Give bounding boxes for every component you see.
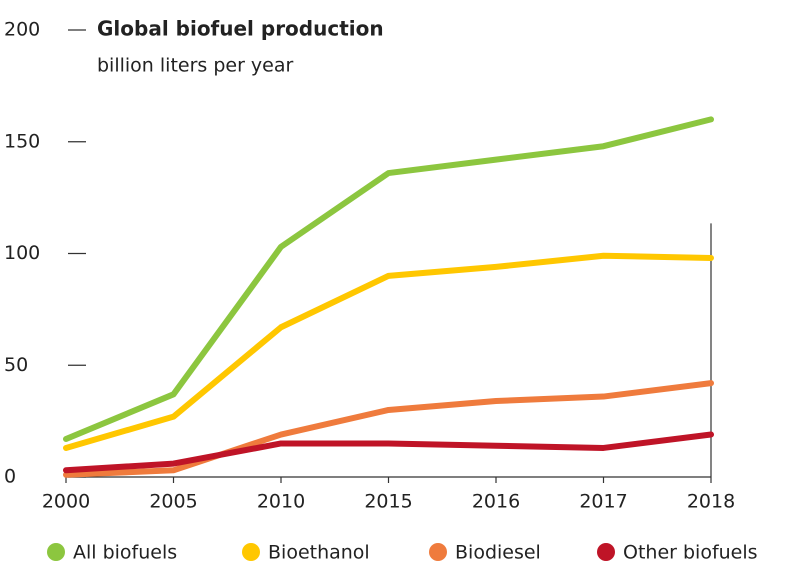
x-tick-label: 2016 <box>472 491 520 513</box>
y-tick-label: 0 <box>4 466 16 488</box>
legend-swatch <box>242 543 260 561</box>
legend-swatch <box>597 543 615 561</box>
legend-label: Other biofuels <box>623 542 758 564</box>
x-tick-label: 2005 <box>149 491 197 513</box>
line-series <box>63 252 714 451</box>
legend-label: All biofuels <box>73 542 177 564</box>
x-tick-label: 2015 <box>364 491 412 513</box>
line-series <box>63 380 714 478</box>
line-series <box>63 116 714 443</box>
x-tick-label: 2000 <box>42 491 90 513</box>
y-tick-label: 50 <box>4 354 28 376</box>
legend-swatch <box>47 543 65 561</box>
legend-label: Biodiesel <box>455 542 541 564</box>
chart-subtitle: billion liters per year <box>97 55 294 77</box>
y-tick-label: 100 <box>4 242 40 264</box>
x-tick-label: 2018 <box>687 491 735 513</box>
legend-label: Bioethanol <box>268 542 370 564</box>
x-tick-label: 2017 <box>579 491 627 513</box>
y-tick-label: 200 <box>4 19 40 41</box>
y-tick-label: 150 <box>4 130 40 152</box>
legend-swatch <box>429 543 447 561</box>
x-tick-label: 2010 <box>257 491 305 513</box>
line-series <box>63 431 714 474</box>
chart-title: Global biofuel production <box>97 17 384 41</box>
